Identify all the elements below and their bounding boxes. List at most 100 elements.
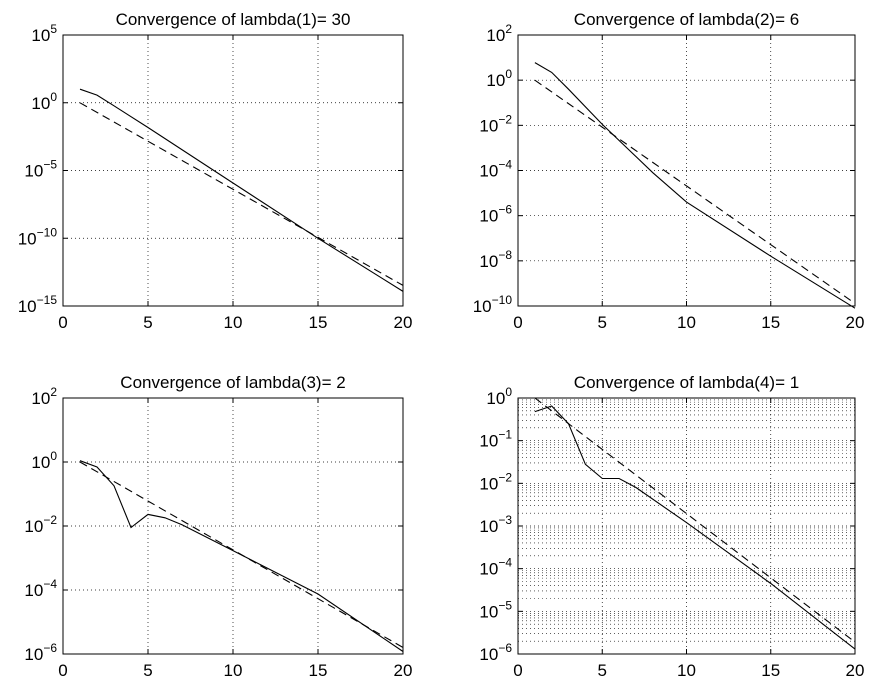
x-tick-label: 0 [513,313,522,332]
y-tick-exponent: −8 [498,248,512,262]
y-tick-label: 100 [486,67,512,90]
x-tick-label: 10 [677,661,696,680]
axes-frame [62,34,404,307]
y-tick-label: 10−10 [18,225,58,248]
x-tick-label: 0 [58,313,67,332]
y-tick-label: 10−2 [479,112,512,135]
chart-title: Convergence of lambda(1)= 30 [116,10,351,29]
axes-frame [517,34,856,307]
y-tick-base: 10 [479,116,498,135]
y-tick-label: 100 [31,449,57,472]
y-tick-exponent: −3 [498,513,512,527]
convergence-line-solid [534,405,856,650]
x-tick-label: 5 [143,313,152,332]
y-tick-exponent: −2 [498,470,512,484]
y-tick-base: 10 [479,207,498,226]
axes-frame [517,397,856,655]
y-tick-exponent: −2 [498,112,512,126]
y-tick-exponent: −15 [37,293,58,307]
y-tick-label: 10−8 [479,248,512,271]
y-tick-label: 10−4 [479,158,512,181]
y-tick-base: 10 [479,602,498,621]
x-tick-label: 20 [846,313,865,332]
x-tick-label: 20 [394,313,413,332]
y-tick-exponent: −6 [498,203,512,217]
y-tick-base: 10 [486,71,505,90]
y-tick-exponent: −4 [498,556,512,570]
y-tick-label: 100 [486,385,512,408]
chart-panel-3: Convergence of lambda(3)= 20 5 10 15 2010210… [24,373,412,680]
y-tick-base: 10 [479,645,498,664]
y-tick-exponent: −2 [43,513,57,527]
y-tick-label: 10−3 [479,513,512,536]
y-tick-exponent: 0 [505,67,512,81]
y-tick-exponent: 5 [50,22,57,36]
reference-line-dashed [79,461,404,648]
reference-line-dashed [534,397,856,643]
y-tick-exponent: 0 [50,449,57,463]
y-tick-exponent: 2 [50,385,57,399]
reference-line-dashed [534,79,856,304]
chart-panel-4: Convergence of lambda(4)= 10 5 10 15 2010010… [479,373,864,680]
y-tick-base: 10 [18,229,37,248]
y-tick-label: 10−2 [24,513,57,536]
y-tick-label: 10−2 [479,470,512,493]
y-tick-label: 10−6 [479,641,512,664]
y-tick-base: 10 [479,432,498,451]
x-tick-label: 20 [394,661,413,680]
y-tick-exponent: 2 [505,22,512,36]
x-tick-label: 10 [677,313,696,332]
y-tick-base: 10 [24,517,43,536]
convergence-line-solid [79,88,404,292]
x-tick-label: 15 [309,661,328,680]
y-tick-label: 10−10 [473,293,513,316]
y-tick-base: 10 [486,26,505,45]
y-tick-base: 10 [31,453,50,472]
y-tick-base: 10 [479,474,498,493]
y-tick-label: 100 [31,90,57,113]
y-tick-base: 10 [18,297,37,316]
y-tick-exponent: 0 [50,90,57,104]
x-tick-label: 0 [513,661,522,680]
convergence-line-solid [534,62,856,309]
x-tick-label: 15 [761,661,780,680]
x-tick-label: 5 [598,313,607,332]
y-tick-base: 10 [24,645,43,664]
y-tick-base: 10 [24,581,43,600]
y-tick-base: 10 [31,26,50,45]
y-tick-exponent: −4 [498,158,512,172]
y-tick-label: 10−4 [24,577,57,600]
x-tick-label: 20 [846,661,865,680]
chart-title: Convergence of lambda(2)= 6 [574,10,799,29]
x-tick-label: 15 [309,313,328,332]
chart-title: Convergence of lambda(3)= 2 [120,373,345,392]
y-tick-exponent: 0 [505,385,512,399]
chart-panel-2: Convergence of lambda(2)= 60 5 10 15 2010210… [473,10,865,332]
y-tick-base: 10 [479,560,498,579]
chart-title: Convergence of lambda(4)= 1 [574,373,799,392]
y-tick-base: 10 [24,162,43,181]
y-tick-base: 10 [31,94,50,113]
y-tick-label: 10−6 [24,641,57,664]
x-tick-label: 0 [58,661,67,680]
x-tick-label: 5 [143,661,152,680]
y-tick-label: 102 [31,385,57,408]
x-tick-label: 10 [224,313,243,332]
y-tick-exponent: −5 [498,598,512,612]
y-tick-label: 10−5 [479,598,512,621]
y-tick-label: 105 [31,22,57,45]
y-tick-label: 10−15 [18,293,58,316]
y-tick-label: 102 [486,22,512,45]
y-tick-base: 10 [479,517,498,536]
x-tick-label: 5 [598,661,607,680]
reference-line-dashed [79,102,404,286]
y-tick-label: 10−4 [479,556,512,579]
y-tick-exponent: −5 [43,158,57,172]
y-tick-label: 10−1 [479,428,512,451]
y-tick-base: 10 [479,252,498,271]
y-tick-exponent: −1 [498,428,512,442]
axes-frame [62,397,404,655]
y-tick-base: 10 [31,389,50,408]
y-tick-base: 10 [479,162,498,181]
